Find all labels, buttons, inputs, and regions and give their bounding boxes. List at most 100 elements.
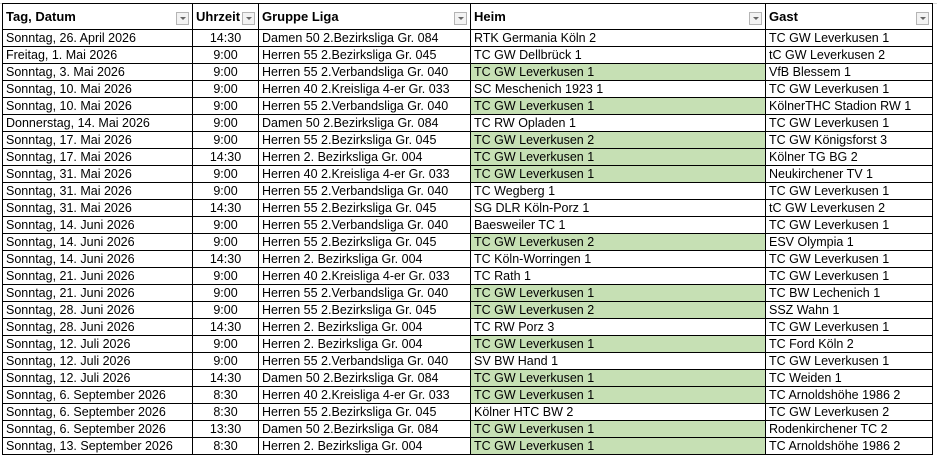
cell-date[interactable]: Sonntag, 6. September 2026 (2, 420, 193, 438)
cell-date[interactable]: Donnerstag, 14. Mai 2026 (2, 114, 193, 132)
cell-date[interactable]: Sonntag, 14. Juni 2026 (2, 250, 193, 268)
filter-dropdown-icon[interactable] (454, 12, 467, 25)
cell-time[interactable]: 14:30 (192, 148, 259, 166)
cell-date[interactable]: Sonntag, 28. Juni 2026 (2, 318, 193, 336)
cell-date[interactable]: Sonntag, 10. Mai 2026 (2, 97, 193, 115)
cell-league[interactable]: Damen 50 2.Bezirksliga Gr. 084 (258, 420, 471, 438)
cell-guest[interactable]: VfB Blessem 1 (765, 63, 933, 81)
cell-guest[interactable]: Rodenkirchener TC 2 (765, 420, 933, 438)
cell-guest[interactable]: TC GW Leverkusen 1 (765, 267, 933, 285)
cell-home[interactable]: TC GW Leverkusen 1 (470, 437, 766, 455)
cell-date[interactable]: Sonntag, 12. Juli 2026 (2, 352, 193, 370)
filter-dropdown-icon[interactable] (176, 12, 189, 25)
cell-date[interactable]: Sonntag, 3. Mai 2026 (2, 63, 193, 81)
cell-time[interactable]: 9:00 (192, 233, 259, 251)
cell-league[interactable]: Herren 55 2.Bezirksliga Gr. 045 (258, 199, 471, 217)
cell-time[interactable]: 8:30 (192, 403, 259, 421)
cell-date[interactable]: Sonntag, 28. Juni 2026 (2, 301, 193, 319)
cell-time[interactable]: 9:00 (192, 46, 259, 64)
cell-league[interactable]: Herren 40 2.Kreisliga 4-er Gr. 033 (258, 267, 471, 285)
cell-league[interactable]: Herren 2. Bezirksliga Gr. 004 (258, 437, 471, 455)
cell-date[interactable]: Sonntag, 31. Mai 2026 (2, 199, 193, 217)
cell-home[interactable]: TC GW Leverkusen 1 (470, 420, 766, 438)
cell-guest[interactable]: TC GW Leverkusen 1 (765, 80, 933, 98)
cell-guest[interactable]: TC BW Lechenich 1 (765, 284, 933, 302)
cell-time[interactable]: 9:00 (192, 97, 259, 115)
cell-guest[interactable]: SSZ Wahn 1 (765, 301, 933, 319)
filter-dropdown-icon[interactable] (242, 12, 255, 25)
cell-date[interactable]: Sonntag, 10. Mai 2026 (2, 80, 193, 98)
cell-league[interactable]: Herren 55 2.Verbandsliga Gr. 040 (258, 284, 471, 302)
cell-home[interactable]: TC GW Leverkusen 1 (470, 63, 766, 81)
cell-time[interactable]: 9:00 (192, 267, 259, 285)
cell-guest[interactable]: TC GW Leverkusen 1 (765, 29, 933, 47)
cell-home[interactable]: TC GW Leverkusen 2 (470, 301, 766, 319)
cell-league[interactable]: Herren 55 2.Verbandsliga Gr. 040 (258, 97, 471, 115)
cell-league[interactable]: Herren 55 2.Verbandsliga Gr. 040 (258, 63, 471, 81)
cell-league[interactable]: Herren 55 2.Verbandsliga Gr. 040 (258, 352, 471, 370)
cell-league[interactable]: Herren 55 2.Verbandsliga Gr. 040 (258, 182, 471, 200)
cell-date[interactable]: Sonntag, 21. Juni 2026 (2, 267, 193, 285)
cell-guest[interactable]: KölnerTHC Stadion RW 1 (765, 97, 933, 115)
cell-time[interactable]: 9:00 (192, 301, 259, 319)
cell-league[interactable]: Herren 55 2.Bezirksliga Gr. 045 (258, 233, 471, 251)
cell-guest[interactable]: tC GW Leverkusen 2 (765, 199, 933, 217)
cell-guest[interactable]: TC GW Leverkusen 2 (765, 403, 933, 421)
cell-guest[interactable]: TC GW Leverkusen 1 (765, 250, 933, 268)
cell-home[interactable]: TC GW Dellbrück 1 (470, 46, 766, 64)
cell-home[interactable]: TC GW Leverkusen 1 (470, 386, 766, 404)
cell-guest[interactable]: TC Weiden 1 (765, 369, 933, 387)
cell-home[interactable]: TC GW Leverkusen 1 (470, 284, 766, 302)
cell-league[interactable]: Herren 2. Bezirksliga Gr. 004 (258, 148, 471, 166)
filter-dropdown-icon[interactable] (749, 12, 762, 25)
cell-league[interactable]: Damen 50 2.Bezirksliga Gr. 084 (258, 369, 471, 387)
cell-time[interactable]: 9:00 (192, 182, 259, 200)
cell-time[interactable]: 9:00 (192, 80, 259, 98)
cell-time[interactable]: 9:00 (192, 165, 259, 183)
cell-league[interactable]: Herren 2. Bezirksliga Gr. 004 (258, 250, 471, 268)
cell-guest[interactable]: TC GW Leverkusen 1 (765, 216, 933, 234)
cell-date[interactable]: Sonntag, 31. Mai 2026 (2, 182, 193, 200)
cell-guest[interactable]: TC GW Leverkusen 1 (765, 114, 933, 132)
cell-guest[interactable]: Kölner TG BG 2 (765, 148, 933, 166)
cell-time[interactable]: 14:30 (192, 318, 259, 336)
cell-league[interactable]: Herren 2. Bezirksliga Gr. 004 (258, 318, 471, 336)
cell-time[interactable]: 14:30 (192, 199, 259, 217)
cell-date[interactable]: Sonntag, 17. Mai 2026 (2, 131, 193, 149)
cell-guest[interactable]: TC Arnoldshöhe 1986 2 (765, 386, 933, 404)
cell-home[interactable]: SV BW Hand 1 (470, 352, 766, 370)
cell-league[interactable]: Damen 50 2.Bezirksliga Gr. 084 (258, 29, 471, 47)
cell-date[interactable]: Sonntag, 12. Juli 2026 (2, 369, 193, 387)
cell-time[interactable]: 14:30 (192, 250, 259, 268)
cell-time[interactable]: 9:00 (192, 131, 259, 149)
cell-time[interactable]: 9:00 (192, 284, 259, 302)
cell-home[interactable]: TC GW Leverkusen 1 (470, 97, 766, 115)
cell-home[interactable]: TC GW Leverkusen 2 (470, 233, 766, 251)
cell-home[interactable]: Baesweiler TC 1 (470, 216, 766, 234)
cell-home[interactable]: TC GW Leverkusen 2 (470, 131, 766, 149)
cell-date[interactable]: Sonntag, 12. Juli 2026 (2, 335, 193, 353)
cell-home[interactable]: TC GW Leverkusen 1 (470, 148, 766, 166)
cell-home[interactable]: TC Wegberg 1 (470, 182, 766, 200)
cell-date[interactable]: Sonntag, 6. September 2026 (2, 386, 193, 404)
cell-home[interactable]: SG DLR Köln-Porz 1 (470, 199, 766, 217)
cell-time[interactable]: 9:00 (192, 216, 259, 234)
cell-league[interactable]: Herren 55 2.Bezirksliga Gr. 045 (258, 46, 471, 64)
cell-league[interactable]: Herren 55 2.Verbandsliga Gr. 040 (258, 216, 471, 234)
cell-date[interactable]: Sonntag, 17. Mai 2026 (2, 148, 193, 166)
cell-date[interactable]: Sonntag, 6. September 2026 (2, 403, 193, 421)
cell-home[interactable]: TC Köln-Worringen 1 (470, 250, 766, 268)
cell-date[interactable]: Sonntag, 21. Juni 2026 (2, 284, 193, 302)
cell-time[interactable]: 8:30 (192, 437, 259, 455)
cell-home[interactable]: Kölner HTC BW 2 (470, 403, 766, 421)
cell-guest[interactable]: TC GW Leverkusen 1 (765, 352, 933, 370)
cell-time[interactable]: 14:30 (192, 29, 259, 47)
cell-guest[interactable]: TC GW Leverkusen 1 (765, 318, 933, 336)
cell-league[interactable]: Damen 50 2.Bezirksliga Gr. 084 (258, 114, 471, 132)
cell-time[interactable]: 9:00 (192, 335, 259, 353)
cell-guest[interactable]: Neukirchener TV 1 (765, 165, 933, 183)
cell-guest[interactable]: TC GW Königsforst 3 (765, 131, 933, 149)
cell-date[interactable]: Sonntag, 14. Juni 2026 (2, 216, 193, 234)
cell-guest[interactable]: ESV Olympia 1 (765, 233, 933, 251)
cell-guest[interactable]: TC Ford Köln 2 (765, 335, 933, 353)
